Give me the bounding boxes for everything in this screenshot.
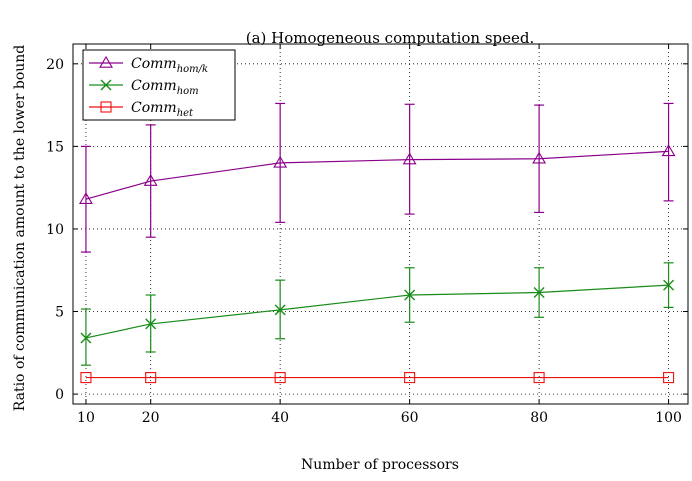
data-point — [402, 152, 417, 165]
series-group — [78, 102, 676, 384]
x-tick-label: 40 — [271, 410, 289, 426]
data-point — [80, 372, 92, 384]
data-point — [143, 173, 158, 186]
legend-label: Commhom — [131, 78, 199, 97]
data-point-stroke — [274, 304, 286, 316]
x-tick-label: 20 — [142, 410, 160, 426]
series-hom-k — [78, 102, 676, 253]
data-point-stroke — [80, 332, 92, 344]
data-point — [533, 372, 545, 384]
legend-marker — [100, 79, 112, 91]
x-axis-label: Number of processors — [301, 457, 459, 473]
legend: Commhom/k Commhom Commhet — [82, 49, 236, 121]
y-tick-label: 20 — [46, 57, 64, 73]
data-point — [145, 372, 157, 384]
series-line — [85, 284, 669, 339]
series-line — [85, 150, 669, 200]
data-point — [273, 155, 288, 168]
legend-entry: Commhom — [89, 78, 199, 97]
x-tick-label: 100 — [655, 410, 682, 426]
data-point — [663, 279, 675, 291]
legend-entry: Commhom/k — [89, 55, 208, 75]
y-tick-label: 15 — [46, 139, 64, 155]
y-tick-label: 5 — [55, 305, 64, 321]
data-point — [533, 287, 545, 299]
data-point — [78, 192, 93, 204]
data-point-stroke — [145, 318, 157, 330]
data-point — [404, 372, 416, 384]
axis-ticks: 10 20 40 60 80 100 0 5 10 15 20 — [46, 44, 688, 426]
y-tick-label: 10 — [46, 222, 64, 238]
legend-marker-stroke — [100, 79, 112, 91]
data-point — [274, 304, 286, 316]
chart-title: (a) Homogeneous computation speed. — [246, 29, 535, 47]
legend-label: Commhet — [131, 100, 194, 119]
data-point — [80, 332, 92, 344]
data-point — [274, 372, 286, 384]
series-het — [80, 372, 675, 384]
data-point — [145, 318, 157, 330]
data-point — [663, 372, 675, 384]
y-axis-label: Ratio of communication amount to the low… — [12, 45, 28, 412]
data-point — [404, 289, 416, 301]
data-point-stroke — [533, 287, 545, 299]
plot-frame — [72, 43, 689, 405]
data-point-stroke — [404, 289, 416, 301]
series-hom — [80, 262, 675, 366]
x-tick-label: 60 — [401, 410, 419, 426]
data-point — [532, 151, 547, 164]
legend-marker — [100, 101, 112, 113]
x-tick-label: 10 — [77, 410, 95, 426]
legend-label: Commhom/k — [131, 56, 208, 75]
legend-marker — [99, 55, 113, 68]
data-point — [661, 144, 676, 157]
y-tick-label: 0 — [55, 387, 64, 403]
data-point-stroke — [663, 279, 675, 291]
legend-entry: Commhet — [89, 100, 194, 119]
x-tick-label: 80 — [530, 410, 548, 426]
